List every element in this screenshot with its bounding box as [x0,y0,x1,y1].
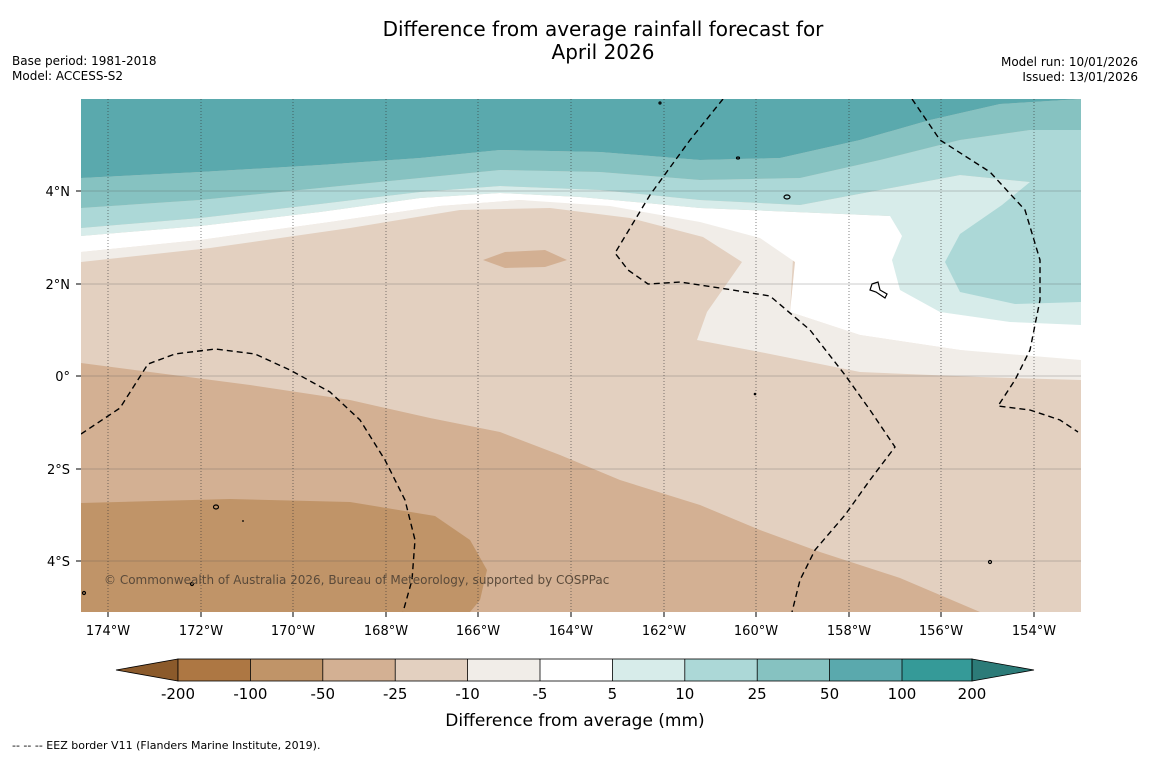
lon-label: 162°W [642,624,686,639]
longitude-labels: 174°W 172°W 170°W 168°W 166°W 164°W 162°… [86,624,1056,639]
colorbar-tick-label: -50 [311,685,336,703]
latitude-labels: 4°N 2°N 0° 2°S 4°S [46,185,71,570]
lon-label: 160°W [734,624,778,639]
lat-label: 2°S [47,463,70,478]
lon-label: 170°W [271,624,315,639]
lat-label: 4°N [46,185,71,200]
colorbar-tick-label: 10 [675,685,694,703]
model-name: Model: ACCESS-S2 [12,69,124,83]
colorbar-swatch [540,659,613,681]
colorbar-tick-label: -5 [533,685,548,703]
dry-patch [483,250,567,268]
lon-label: 168°W [364,624,408,639]
lat-label: 2°N [46,278,71,293]
colorbar-swatch [757,659,830,681]
colorbar-tick-label: 200 [958,685,987,703]
lon-label: 158°W [827,624,871,639]
title-line-2: April 2026 [551,40,655,64]
neutral-band [81,193,1081,360]
colorbar-swatch [322,659,396,681]
axis-ticks [76,190,1035,617]
copyright-text: © Commonwealth of Australia 2026, Bureau… [104,573,609,587]
lon-label: 166°W [456,624,500,639]
wet-zone-50 [81,99,1081,178]
colorbar-swatch [684,659,758,681]
dry-zone-100 [81,499,487,612]
colorbar-swatch [467,659,540,681]
colorbar-tick-label: -10 [455,685,480,703]
colorbar: -200 -100 -50 -25 -10 -5 5 10 25 50 100 … [115,658,1035,731]
colorbar-swatch [902,659,972,681]
colorbar-swatch [250,659,323,681]
wet-zone-10 [81,130,1081,304]
islands [81,101,993,596]
colorbar-swatch [612,659,685,681]
issued-date: Issued: 13/01/2026 [1022,70,1138,84]
lon-label: 156°W [919,624,963,639]
colorbar-tick-label: -25 [383,685,408,703]
colorbar-swatch [178,659,251,681]
colorbar-tick-label: 50 [820,685,839,703]
lon-label: 172°W [179,624,223,639]
colorbar-label: Difference from average (mm) [445,711,704,731]
light-band [81,200,1081,380]
colorbar-over-extension [971,658,1035,682]
wet-zone-25 [81,99,1081,208]
base-info: Base period: 1981-2018 Model: ACCESS-S2 [12,54,157,84]
colorbar-tick-label: 25 [748,685,767,703]
colorbar-tick-label: -200 [161,685,195,703]
eez-borders [81,99,1079,612]
title-line-1: Difference from average rainfall forecas… [382,17,824,41]
colorbar-tick-label: 5 [608,685,618,703]
lat-label: 0° [55,370,70,385]
lon-label: 154°W [1012,624,1056,639]
model-run: Model run: 10/01/2026 [1000,55,1138,69]
base-period: Base period: 1981-2018 [12,54,157,68]
colorbar-tick-label: 100 [888,685,917,703]
map-area [81,99,1081,612]
eez-legend: -- -- -- EEZ border V11 (Flanders Marine… [12,739,321,752]
colorbar-tick-label: -100 [233,685,267,703]
map-title: Difference from average rainfall forecas… [0,18,1150,64]
colorbar-under-extension [115,658,179,682]
lon-label: 164°W [549,624,593,639]
run-info: Model run: 10/01/2026 Issued: 13/01/2026 [1001,55,1138,85]
lon-label: 174°W [86,624,130,639]
lat-label: 4°S [47,555,70,570]
latitude-gridlines [81,190,1081,562]
colorbar-swatch [395,659,468,681]
colorbar-swatch [829,659,902,681]
wet-zone-5 [81,175,1081,325]
